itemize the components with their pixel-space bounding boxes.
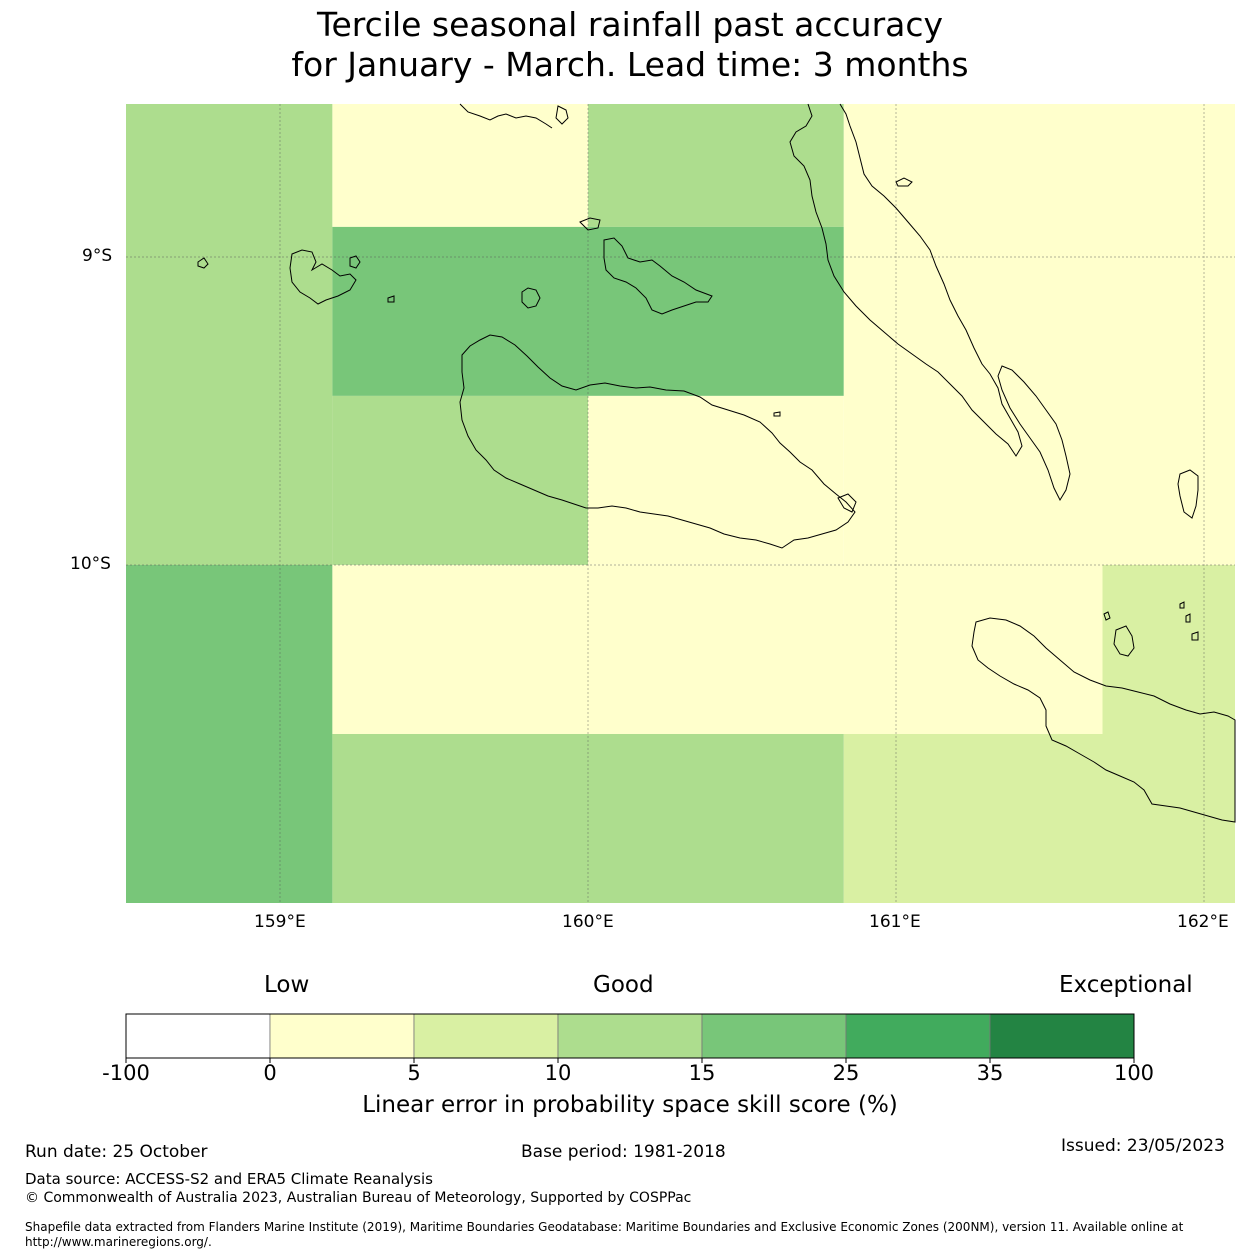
colorbar-tick: -100 xyxy=(102,1061,150,1085)
y-tick-10s: 10°S xyxy=(70,554,111,574)
coastline-small-islet-2 xyxy=(579,217,601,231)
colorbar-label: Linear error in probability space skill … xyxy=(362,1092,898,1118)
colorbar-frame xyxy=(125,1013,1135,1059)
coastline-small-islet-1 xyxy=(387,295,395,303)
grid-cell-5 xyxy=(588,395,844,565)
coastline-three-sisters-3 xyxy=(1185,613,1191,623)
base-period: Base period: 1981-2018 xyxy=(521,1142,726,1162)
colorbar-tick: 15 xyxy=(688,1061,716,1085)
coastline-guadalcanal xyxy=(459,334,856,549)
colorbar-bin-6 xyxy=(989,1013,1135,1059)
coastline-three-sisters-1 xyxy=(1103,611,1111,621)
colorbar-word-good: Good xyxy=(593,972,654,998)
x-tick-160e: 160°E xyxy=(562,912,614,932)
data-source: Data source: ACCESS-S2 and ERA5 Climate … xyxy=(25,1170,433,1188)
copyright: © Commonwealth of Australia 2023, Austra… xyxy=(25,1190,692,1206)
x-tick-162e: 162°E xyxy=(1177,912,1229,932)
colorbar-tick: 25 xyxy=(832,1061,860,1085)
colorbar-tick: 10 xyxy=(544,1061,572,1085)
colorbar xyxy=(125,1013,1135,1063)
coastline-florida-islands xyxy=(603,237,713,315)
coastlines xyxy=(197,103,1236,823)
chart-title-line-1: Tercile seasonal rainfall past accuracy xyxy=(316,5,944,44)
grid-cell-2 xyxy=(588,104,844,227)
colorbar-tick: 0 xyxy=(263,1061,277,1085)
colorbar-bin-4 xyxy=(701,1013,847,1059)
colorbar-word-low: Low xyxy=(264,972,310,998)
x-tick-161e: 161°E xyxy=(869,912,921,932)
chart-title-line-2: for January - March. Lead time: 3 months xyxy=(291,45,969,84)
coastline-russell-east xyxy=(349,255,361,269)
coastline-russell-islands xyxy=(289,249,357,305)
colorbar-bin-2 xyxy=(413,1013,559,1059)
shapefile-credit: Shapefile data extracted from Flanders M… xyxy=(25,1220,1184,1249)
colorbar-bin-3 xyxy=(557,1013,703,1059)
issued-date: Issued: 23/05/2023 xyxy=(1061,1136,1225,1156)
colorbar-bin-0 xyxy=(125,1013,271,1059)
coastline-small-west-island xyxy=(197,257,209,269)
coastline-three-sisters-4 xyxy=(1191,631,1199,641)
coastline-ulawa xyxy=(1177,469,1199,519)
colorbar-bin-1 xyxy=(269,1013,415,1059)
grid-cell-0 xyxy=(126,104,333,565)
colorbar-tick: 100 xyxy=(1113,1061,1155,1085)
grid-cell-6 xyxy=(843,104,1235,565)
grid-cell-4 xyxy=(332,395,589,565)
coastline-maramasike xyxy=(997,365,1071,502)
coastline-north-malaita-islet xyxy=(895,177,913,187)
colorbar-bin-5 xyxy=(845,1013,991,1059)
skill-score-grid xyxy=(126,104,1235,903)
colorbar-tick: 5 xyxy=(407,1061,421,1085)
coastline-ugi-island xyxy=(1113,625,1135,657)
coastline-north-islet xyxy=(555,105,569,125)
grid-cell-10 xyxy=(332,734,844,903)
grid-cell-7 xyxy=(126,565,333,903)
grid-cell-1 xyxy=(332,104,589,227)
colorbar-tick: 35 xyxy=(976,1061,1004,1085)
coastline-north-islands xyxy=(459,103,553,129)
grid-cell-3 xyxy=(332,226,844,396)
coastline-savo-island xyxy=(521,287,541,309)
coastline-small-islet-4 xyxy=(837,493,857,513)
coastline-three-sisters-2 xyxy=(1179,601,1185,609)
y-tick-9s: 9°S xyxy=(82,246,113,266)
x-tick-159e: 159°E xyxy=(254,912,306,932)
coastline-makira xyxy=(971,617,1236,823)
map-gridlines xyxy=(126,104,1235,903)
run-date: Run date: 25 October xyxy=(25,1142,208,1162)
grid-cell-9 xyxy=(1102,565,1235,734)
grid-cell-8 xyxy=(332,565,1103,734)
coastline-malaita xyxy=(789,103,1023,457)
grid-cell-11 xyxy=(843,734,1235,903)
coastline-small-islet-3 xyxy=(773,411,781,417)
colorbar-word-exceptional: Exceptional xyxy=(1059,972,1193,998)
